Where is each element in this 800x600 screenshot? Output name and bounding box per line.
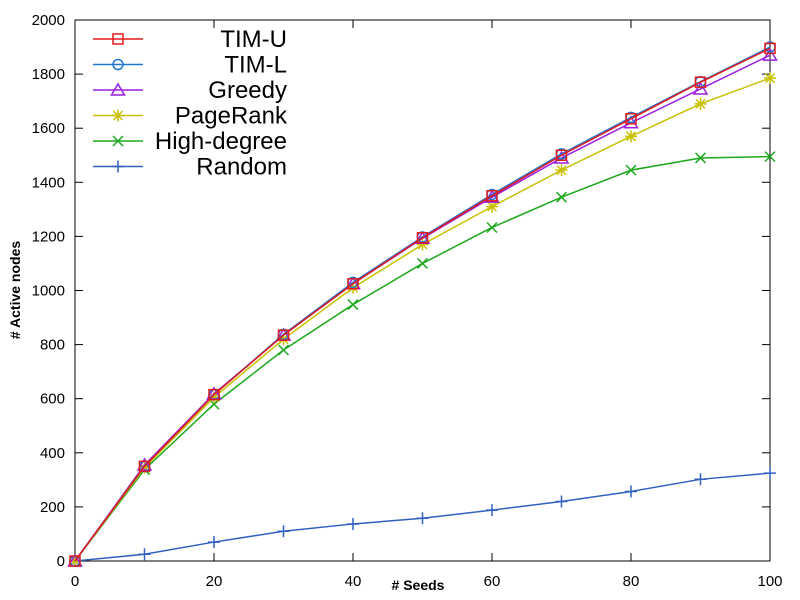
legend-label-greedy: Greedy	[208, 77, 287, 104]
x-axis-title: # Seeds	[392, 577, 445, 593]
legend-entry-tim-l: TIM-L	[93, 52, 287, 79]
data-point-tim-u	[555, 149, 568, 161]
data-point-greedy	[762, 47, 778, 61]
series-layer	[67, 41, 778, 567]
data-point-random	[138, 548, 151, 561]
legend-entry-high-degree: High-degree	[93, 128, 287, 155]
legend-entry-tim-u: TIM-U	[93, 26, 287, 53]
data-point-pagerank	[208, 391, 220, 404]
data-point-pagerank	[486, 200, 498, 213]
data-point-tim-u	[208, 388, 220, 401]
data-point-random	[277, 525, 290, 538]
legend-label-pagerank: PageRank	[175, 103, 288, 130]
tick-labels: 0 20 40 60 80 1000200400600800100012001400160…	[32, 12, 783, 590]
legend-marker-tim-l	[112, 58, 124, 71]
legend-marker-pagerank	[112, 109, 124, 122]
legend-label-tim-l: TIM-L	[224, 52, 287, 79]
y-tick-label: 400	[40, 445, 65, 462]
legend-marker-tim-u	[112, 33, 124, 45]
data-point-high-degree	[555, 191, 568, 203]
y-tick-label: 0	[57, 553, 65, 570]
data-point-pagerank	[555, 164, 568, 177]
data-point-high-degree	[277, 344, 290, 356]
y-tick-label: 800	[40, 337, 65, 354]
data-point-high-degree	[347, 299, 359, 311]
data-point-random	[486, 504, 498, 517]
legend-marker-high-degree	[112, 135, 124, 147]
y-tick-label: 1400	[32, 174, 65, 191]
legend-entry-pagerank: PageRank	[93, 103, 288, 130]
y-tick-label: 600	[40, 391, 65, 408]
y-tick-label: 1000	[32, 283, 65, 300]
legend-entry-random: Random	[93, 154, 287, 181]
data-point-pagerank	[694, 97, 707, 110]
series-random	[69, 467, 776, 567]
x-tick-label: 40	[345, 573, 362, 590]
data-point-tim-u	[277, 329, 290, 341]
legend: TIM-UTIM-LGreedyPageRankHigh-degreeRando…	[93, 26, 288, 181]
x-tick-label: 80	[623, 573, 640, 590]
data-point-pagerank	[764, 72, 776, 85]
data-point-high-degree	[625, 164, 637, 176]
data-point-random	[555, 495, 568, 508]
series-high-degree	[69, 151, 776, 567]
data-point-tim-u	[416, 232, 429, 244]
x-tick-label: 20	[206, 573, 223, 590]
legend-label-random: Random	[196, 154, 287, 181]
data-point-tim-u	[347, 277, 359, 290]
data-point-greedy	[623, 115, 639, 129]
legend-entry-greedy: Greedy	[93, 77, 287, 104]
y-tick-label: 200	[40, 499, 65, 516]
data-point-high-degree	[764, 151, 776, 163]
y-tick-label: 1800	[32, 66, 65, 83]
legend-label-high-degree: High-degree	[155, 128, 287, 155]
data-point-tim-u	[486, 190, 498, 202]
series-tim-u	[69, 42, 776, 567]
data-point-random	[347, 517, 359, 530]
data-point-high-degree	[694, 152, 707, 164]
y-tick-label: 1200	[32, 228, 65, 245]
data-point-high-degree	[416, 257, 429, 269]
legend-marker-greedy	[110, 82, 126, 96]
legend-label-tim-u: TIM-U	[220, 26, 287, 53]
data-point-greedy	[206, 386, 222, 400]
data-point-random	[764, 467, 776, 480]
series-line-tim-u	[74, 47, 771, 562]
data-point-random	[694, 473, 707, 486]
data-point-tim-u	[764, 42, 776, 55]
legend-marker-random	[112, 160, 124, 173]
x-tick-label: 100	[757, 573, 782, 590]
data-point-pagerank	[138, 461, 151, 474]
data-point-tim-u	[694, 76, 707, 88]
data-point-tim-u	[625, 112, 637, 125]
data-point-random	[416, 512, 429, 525]
data-point-random	[625, 485, 637, 498]
series-line-high-degree	[74, 155, 771, 562]
x-tick-label: 0	[71, 573, 79, 590]
data-point-tim-u	[69, 555, 81, 567]
data-point-pagerank	[625, 130, 637, 143]
data-point-tim-u	[138, 460, 151, 473]
data-point-high-degree	[486, 221, 498, 234]
x-tick-label: 60	[484, 573, 501, 590]
y-tick-label: 1600	[32, 120, 65, 137]
data-point-pagerank	[416, 238, 429, 251]
y-tick-label: 2000	[32, 12, 65, 29]
data-point-greedy	[692, 81, 709, 95]
y-axis-title: # Active nodes	[7, 241, 23, 340]
data-point-random	[208, 536, 220, 549]
data-point-greedy	[136, 457, 153, 471]
